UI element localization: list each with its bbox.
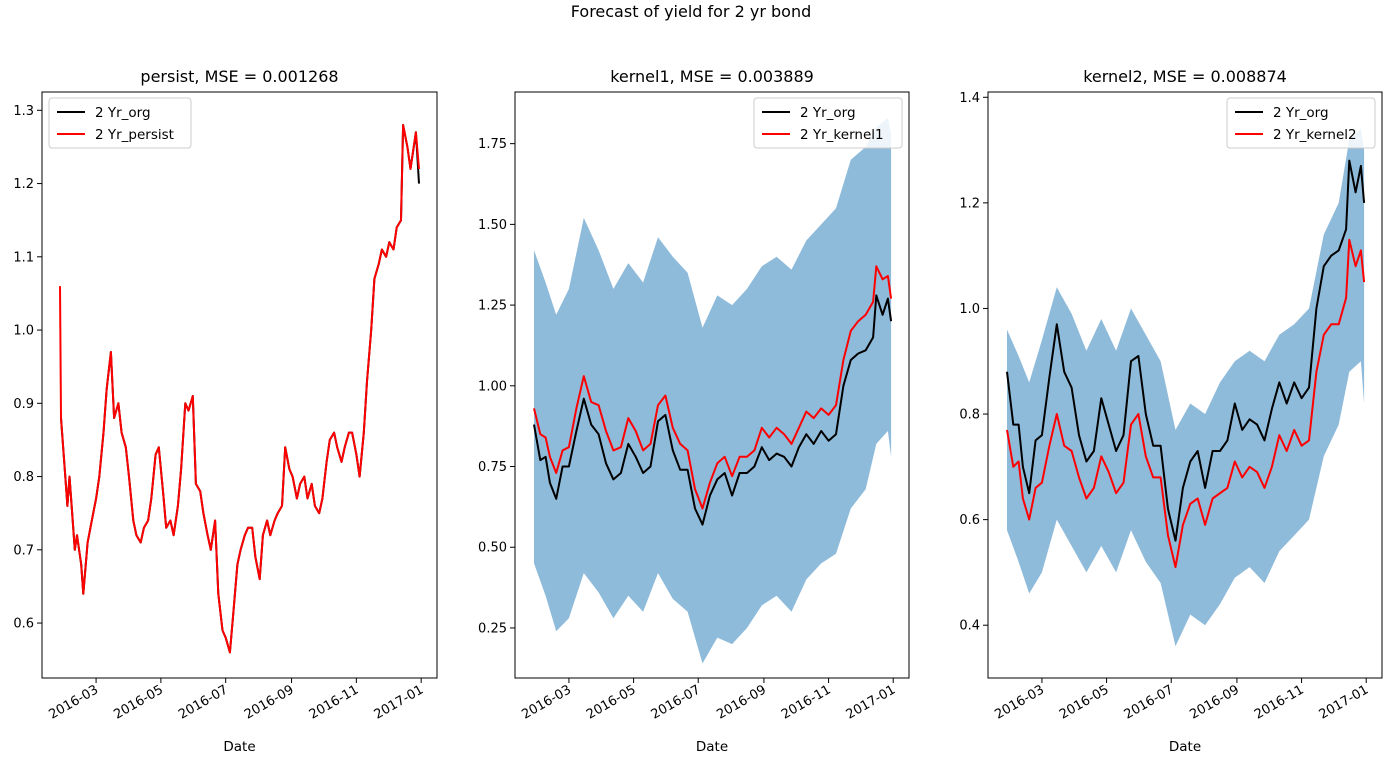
legend: 2 Yr_org 2 Yr_kernel2 [1226, 97, 1376, 149]
x-tick-label: 2016-07 [1122, 682, 1177, 722]
legend-label: 2 Yr_kernel2 [1273, 127, 1357, 143]
legend-box [48, 97, 192, 149]
axes-frame [987, 91, 1383, 679]
y-tick-label: 1.1 [13, 250, 34, 265]
x-tick-label: 2017-01 [1317, 682, 1372, 722]
legend-label: 2 Yr_persist [95, 127, 174, 143]
x-tick-label: 2016-05 [584, 682, 639, 722]
x-tick-label: 2016-09 [1187, 682, 1242, 722]
y-tick-label: 0.4 [959, 619, 980, 634]
y-tick-label: 0.7 [13, 543, 34, 558]
y-tick-label: 0.6 [959, 513, 980, 528]
axes-frame [514, 91, 910, 679]
y-tick-label: 1.2 [959, 196, 980, 211]
confidence-band [534, 117, 892, 664]
x-tick-label: 2016-07 [649, 682, 704, 722]
x-tick-label: 2016-05 [111, 682, 166, 722]
legend-box [753, 97, 903, 149]
x-tick-label: 2016-11 [779, 682, 834, 722]
y-tick-label: 1.25 [478, 299, 507, 314]
y-tick-label: 1.0 [959, 302, 980, 317]
y-tick-label: 0.50 [478, 541, 507, 556]
y-tick-label: 0.8 [959, 408, 980, 423]
y-tick-label: 1.00 [478, 379, 507, 394]
y-tick-label: 0.6 [13, 617, 34, 632]
legend-label: 2 Yr_org [1273, 105, 1329, 121]
series-line-forecast [1006, 238, 1366, 569]
x-tick-label: 2016-09 [714, 682, 769, 722]
y-tick-label: 1.4 [959, 91, 980, 106]
legend-label: 2 Yr_kernel1 [800, 127, 884, 143]
series-line-original [533, 294, 893, 526]
figure-title: Forecast of yield for 2 yr bond [570, 2, 812, 21]
subplot-title: kernel2, MSE = 0.008874 [1083, 67, 1287, 86]
series-line-forecast [533, 265, 893, 510]
x-tick-label: 2016-09 [242, 682, 297, 722]
subplot-title: kernel1, MSE = 0.003889 [610, 67, 814, 86]
x-tick-label: 2016-03 [519, 682, 574, 722]
legend: 2 Yr_org 2 Yr_persist [48, 97, 192, 149]
y-tick-label: 1.2 [13, 177, 34, 192]
y-tick-label: 0.75 [478, 460, 507, 475]
y-tick-label: 0.25 [478, 621, 507, 636]
x-tick-label: 2016-03 [47, 682, 102, 722]
x-tick-label: 2016-07 [176, 682, 231, 722]
x-tick-label: 2016-11 [307, 682, 362, 722]
y-tick-label: 1.75 [478, 137, 507, 152]
series-line-original [1006, 159, 1366, 542]
x-tick-label: 2017-01 [844, 682, 899, 722]
plot-area [533, 117, 893, 664]
plot-area [59, 124, 420, 654]
y-tick-label: 1.50 [478, 218, 507, 233]
plot-area [1006, 129, 1366, 647]
series-line-forecast [59, 124, 420, 654]
confidence-band [1007, 129, 1365, 647]
y-tick-label: 0.9 [13, 397, 34, 412]
legend-box [1226, 97, 1376, 149]
x-axis-label: Date [223, 739, 255, 755]
legend: 2 Yr_org 2 Yr_kernel1 [753, 97, 903, 149]
x-tick-label: 2016-05 [1057, 682, 1112, 722]
y-tick-label: 0.8 [13, 470, 34, 485]
axes-frame [41, 91, 438, 679]
x-tick-label: 2017-01 [372, 682, 427, 722]
x-tick-label: 2016-03 [992, 682, 1047, 722]
subplot-title: persist, MSE = 0.001268 [140, 67, 338, 86]
legend-label: 2 Yr_org [800, 105, 856, 121]
x-tick-label: 2016-11 [1252, 682, 1307, 722]
x-axis-label: Date [696, 739, 728, 755]
legend-label: 2 Yr_org [95, 105, 151, 121]
y-tick-label: 1.3 [13, 104, 34, 119]
series-line-original [60, 124, 420, 654]
y-tick-label: 1.0 [13, 324, 34, 339]
x-axis-label: Date [1169, 739, 1201, 755]
